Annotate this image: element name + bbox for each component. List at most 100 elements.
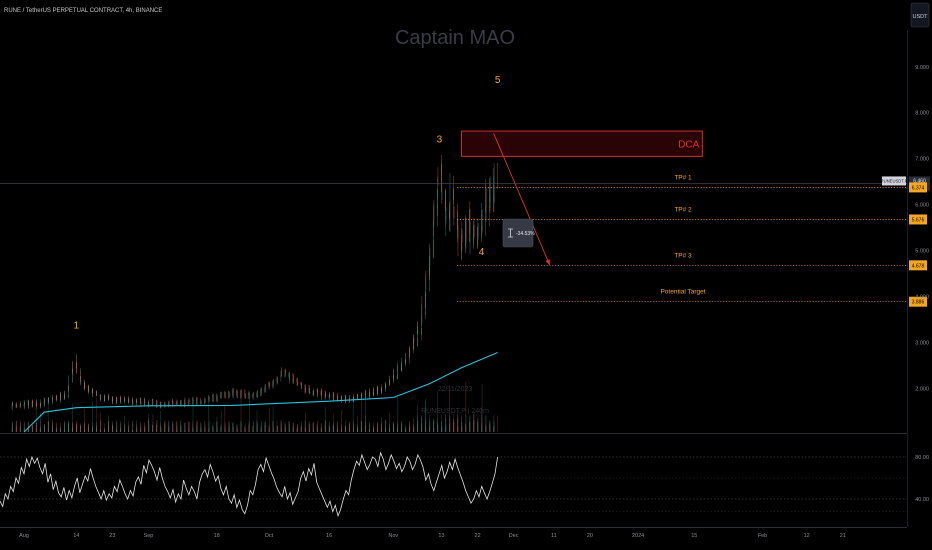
- volume-bar: [224, 404, 226, 432]
- volume-bar: [192, 428, 194, 432]
- volume-bar: [357, 428, 358, 432]
- volume-bar: [449, 424, 451, 432]
- volume-bar: [188, 422, 190, 432]
- volume-bar: [376, 428, 378, 432]
- volume-bar: [120, 423, 121, 432]
- volume-bar: [385, 420, 386, 432]
- volume-bar: [60, 429, 61, 432]
- volume-bar: [292, 422, 294, 432]
- volume-bar: [116, 427, 117, 432]
- volume-bar: [104, 429, 105, 432]
- volume-bar: [144, 426, 145, 432]
- volume-bar: [276, 425, 278, 432]
- volume-bar: [481, 417, 483, 432]
- volume-bar: [425, 398, 427, 432]
- volume-bar: [15, 426, 17, 432]
- volume-bar: [240, 429, 242, 432]
- volume-bar: [16, 420, 17, 432]
- volume-bar: [100, 412, 101, 432]
- volume-bar: [429, 415, 431, 432]
- volume-bar: [413, 428, 414, 432]
- volume-bar: [76, 422, 77, 432]
- volume-bar: [349, 424, 350, 432]
- volume-bar: [44, 424, 45, 432]
- time-tick-label: 2024: [632, 533, 644, 539]
- target-level-tag-text: 5.676: [912, 217, 925, 223]
- volume-bar: [100, 429, 102, 432]
- volume-bar: [393, 423, 394, 432]
- volume-bar: [441, 414, 442, 432]
- volume-bar: [80, 423, 82, 432]
- volume-bar: [257, 423, 258, 432]
- volume-bar: [253, 421, 254, 432]
- volume-bar: [340, 427, 342, 432]
- volume-bar: [220, 425, 222, 432]
- volume-bar: [381, 423, 383, 432]
- volume-bar: [220, 426, 222, 432]
- volume-bar: [232, 423, 234, 432]
- volume-bar: [36, 405, 37, 432]
- volume-bar: [449, 414, 451, 432]
- volume-bar: [493, 427, 494, 432]
- currency-button[interactable]: [910, 2, 930, 28]
- volume-bar: [364, 425, 366, 432]
- volume-bar: [493, 423, 495, 432]
- volume-bar: [365, 425, 366, 432]
- volume-bar: [401, 429, 402, 432]
- volume-bar: [465, 424, 466, 432]
- volume-bar: [72, 421, 73, 432]
- volume-bar: [56, 428, 57, 432]
- volume-bar: [176, 429, 178, 432]
- volume-bar: [248, 423, 250, 432]
- volume-bar: [152, 424, 153, 432]
- target-level-label: Potential Target: [660, 289, 705, 296]
- volume-bar: [381, 425, 382, 432]
- volume-bar: [108, 422, 110, 432]
- volume-bar: [156, 429, 158, 432]
- volume-bar: [393, 422, 394, 432]
- volume-bar: [124, 415, 125, 432]
- volume-bar: [164, 420, 166, 432]
- volume-bar: [28, 428, 29, 432]
- price-tick-label: 2.000: [915, 386, 929, 392]
- volume-bar: [212, 425, 214, 432]
- volume-bar: [493, 425, 495, 432]
- volume-bar: [485, 425, 487, 432]
- volume-bar: [445, 418, 446, 432]
- volume-bar: [445, 425, 447, 432]
- volume-bar: [232, 426, 234, 432]
- volume-bar: [208, 420, 210, 432]
- volume-bar: [304, 428, 306, 432]
- volume-bar: [365, 415, 366, 432]
- volume-bar: [232, 424, 234, 432]
- time-tick-label: Dec: [509, 533, 519, 539]
- volume-bar: [212, 427, 214, 432]
- volume-bar: [276, 420, 278, 432]
- volume-bar: [312, 427, 314, 432]
- volume-bar: [481, 424, 482, 432]
- volume-bar: [232, 422, 234, 432]
- volume-bar: [457, 414, 459, 432]
- volume-bar: [56, 427, 57, 432]
- volume-bar: [180, 426, 182, 432]
- volume-bar: [445, 427, 446, 432]
- volume-bar: [236, 429, 238, 432]
- volume-bar: [32, 425, 33, 432]
- volume-bar: [316, 422, 318, 432]
- volume-bar: [361, 420, 362, 432]
- volume-bar: [393, 426, 394, 432]
- volume-bar: [413, 427, 414, 432]
- volume-bar: [220, 429, 222, 432]
- volume-bar: [397, 428, 398, 432]
- volume-bar: [421, 415, 422, 432]
- volume-bar: [164, 422, 166, 432]
- volume-bar: [353, 420, 354, 432]
- volume-bar: [236, 423, 238, 432]
- volume-bar: [301, 425, 302, 432]
- volume-bar: [284, 426, 286, 432]
- volume-bar: [76, 420, 77, 432]
- price-tick-label: 4.000: [915, 294, 929, 300]
- volume-bar: [236, 425, 238, 432]
- volume-bar: [112, 425, 113, 432]
